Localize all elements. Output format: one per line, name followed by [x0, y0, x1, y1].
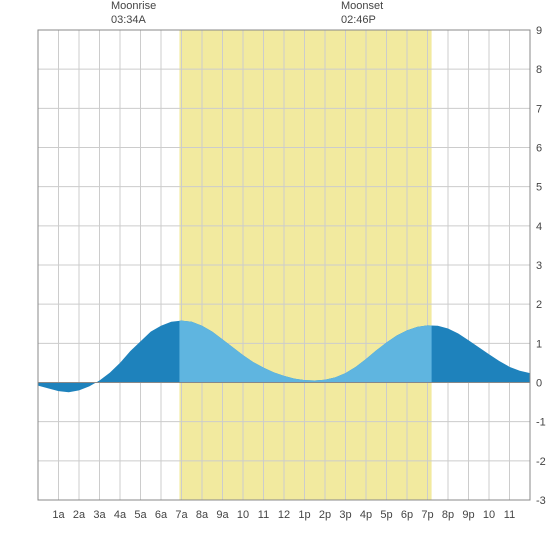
moonrise-label: Moonrise [111, 0, 156, 14]
y-tick-label: 7 [536, 103, 542, 115]
x-tick-label: 4p [360, 509, 372, 521]
moonrise-time: 03:34A [111, 14, 156, 28]
y-tick-label: 6 [536, 143, 542, 155]
moonset-label: Moonset [341, 0, 383, 14]
x-tick-label: 11 [504, 509, 515, 521]
y-tick-label: -1 [536, 417, 546, 429]
x-tick-label: 3p [339, 509, 351, 521]
x-tick-label: 8p [442, 509, 454, 521]
y-tick-label: -2 [536, 456, 546, 468]
x-tick-label: 7p [421, 509, 433, 521]
x-tick-label: 1a [52, 509, 65, 521]
x-tick-label: 3a [93, 509, 106, 521]
x-tick-label: 10 [483, 509, 495, 521]
x-tick-label: 9p [462, 509, 474, 521]
y-tick-label: 1 [536, 338, 542, 350]
moonset-header: Moonset 02:46P [341, 0, 383, 28]
x-tick-label: 9a [216, 509, 229, 521]
y-tick-label: 8 [536, 64, 542, 76]
y-tick-label: 2 [536, 299, 542, 311]
x-tick-label: 4a [114, 509, 127, 521]
x-tick-label: 8a [196, 509, 209, 521]
moonset-time: 02:46P [341, 14, 383, 28]
y-tick-label: -3 [536, 495, 546, 507]
tide-chart: -3-2-101234567891a2a3a4a5a6a7a8a9a101112… [0, 0, 550, 550]
x-tick-label: 2a [73, 509, 86, 521]
x-axis-labels: 1a 2a 3a 4a 5a 6a 7a 8a 9a 10 11 12 1p 2p 3p 4p 5p 6p 7p 8p… [52, 509, 515, 521]
x-tick-label: 12 [278, 509, 290, 521]
x-tick-label: 5a [134, 509, 147, 521]
x-tick-label: 6a [155, 509, 168, 521]
x-tick-label: 7a [175, 509, 188, 521]
y-tick-label: 0 [536, 378, 542, 390]
tide-chart-container: Moonrise 03:34A Moonset 02:46P -3-2-1012… [0, 0, 550, 550]
y-axis-labels: -3 -2 -1 0 1 2 3 4 5 6 7 8 9 [536, 25, 546, 507]
x-tick-label: 10 [237, 509, 249, 521]
x-tick-label: 11 [258, 509, 269, 521]
x-tick-label: 1p [298, 509, 310, 521]
y-tick-label: 3 [536, 260, 542, 272]
x-tick-label: 5p [380, 509, 392, 521]
x-tick-label: 6p [401, 509, 413, 521]
y-tick-label: 9 [536, 25, 542, 37]
x-tick-label: 2p [319, 509, 331, 521]
moonrise-header: Moonrise 03:34A [111, 0, 156, 28]
y-tick-label: 4 [536, 221, 542, 233]
y-tick-label: 5 [536, 182, 542, 194]
